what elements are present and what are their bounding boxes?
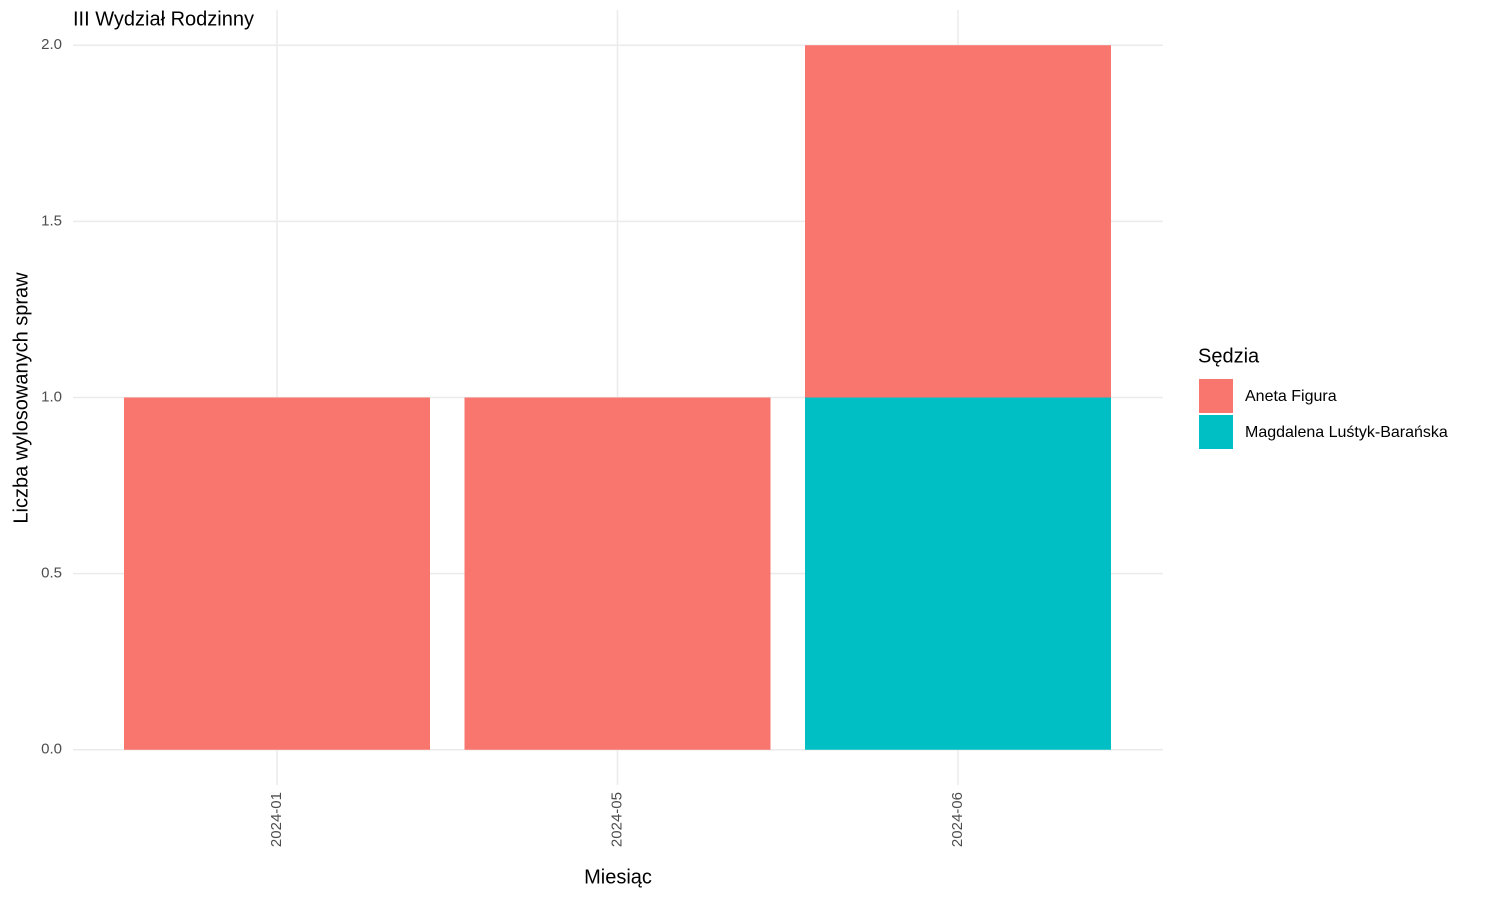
y-tick-label: 0.5 <box>41 565 62 582</box>
bar-segment <box>805 45 1111 398</box>
x-tick-label: 2024-06 <box>949 792 966 847</box>
bar-segment <box>464 397 771 750</box>
x-axis-label: Miesiąc <box>584 866 652 888</box>
legend-label: Magdalena Luśtyk-Barańska <box>1245 424 1448 441</box>
y-tick-label: 1.5 <box>41 212 62 229</box>
chart-title: III Wydział Rodzinny <box>73 8 254 30</box>
bar-segment <box>124 397 430 750</box>
legend-title: Sędzia <box>1198 345 1260 367</box>
legend-key <box>1199 415 1233 449</box>
y-tick-label: 1.0 <box>41 388 62 405</box>
legend-label: Aneta Figura <box>1245 388 1337 405</box>
bar-segment <box>805 397 1111 750</box>
x-tick-label: 2024-01 <box>268 792 285 847</box>
y-tick-label: 2.0 <box>41 36 62 53</box>
x-tick-label: 2024-05 <box>608 792 625 847</box>
y-tick-label: 0.0 <box>41 741 62 758</box>
y-axis-label: Liczba wylosowanych spraw <box>10 272 32 524</box>
legend-key <box>1199 379 1233 413</box>
